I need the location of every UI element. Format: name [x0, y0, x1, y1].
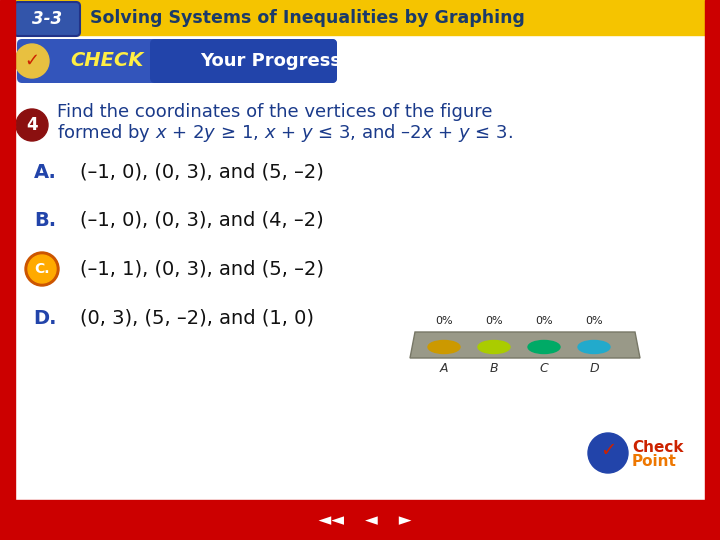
Text: (0, 3), (5, –2), and (1, 0): (0, 3), (5, –2), and (1, 0) [80, 308, 314, 327]
Text: 0%: 0% [535, 316, 553, 326]
FancyBboxPatch shape [14, 2, 80, 36]
FancyBboxPatch shape [150, 39, 337, 83]
Text: C: C [539, 362, 549, 375]
Bar [705, 0, 720, 540]
Bar [15, 35, 705, 500]
Text: Your Progress: Your Progress [200, 52, 341, 70]
Text: (–1, 0), (0, 3), and (5, –2): (–1, 0), (0, 3), and (5, –2) [80, 163, 324, 181]
Text: 0%: 0% [435, 316, 453, 326]
Ellipse shape [428, 341, 460, 354]
Text: Solving Systems of Inequalities by Graphing: Solving Systems of Inequalities by Graph… [90, 9, 525, 27]
Text: A: A [440, 362, 449, 375]
Circle shape [15, 44, 49, 78]
Ellipse shape [528, 341, 560, 354]
Text: ✓: ✓ [24, 52, 40, 70]
Text: Check: Check [632, 441, 683, 456]
Text: 3-3: 3-3 [32, 10, 62, 28]
Text: ✓: ✓ [600, 442, 616, 461]
Text: 0%: 0% [485, 316, 503, 326]
Circle shape [28, 255, 56, 283]
Text: CHECK: CHECK [70, 51, 143, 71]
Text: B.: B. [34, 211, 56, 229]
Bar [15, 0, 705, 35]
Text: 4: 4 [26, 116, 38, 134]
FancyBboxPatch shape [17, 39, 337, 83]
Ellipse shape [478, 341, 510, 354]
Text: D.: D. [33, 308, 57, 327]
Bar [0, 0, 15, 540]
Ellipse shape [578, 341, 610, 354]
Text: (–1, 0), (0, 3), and (4, –2): (–1, 0), (0, 3), and (4, –2) [80, 211, 324, 229]
Text: B: B [490, 362, 498, 375]
Text: D: D [589, 362, 599, 375]
Text: C.: C. [35, 262, 50, 276]
Text: (–1, 1), (0, 3), and (5, –2): (–1, 1), (0, 3), and (5, –2) [80, 260, 324, 279]
Circle shape [16, 109, 48, 141]
Text: A.: A. [34, 163, 56, 181]
Text: 0%: 0% [585, 316, 603, 326]
Polygon shape [410, 332, 640, 358]
Text: formed by $x$ + 2$y$ ≥ 1, $x$ + $y$ ≤ 3, and –2$x$ + $y$ ≤ 3.: formed by $x$ + 2$y$ ≥ 1, $x$ + $y$ ≤ 3,… [57, 122, 513, 144]
Circle shape [588, 433, 628, 473]
Bar [0, 500, 720, 540]
Text: Find the coordinates of the vertices of the figure: Find the coordinates of the vertices of … [57, 103, 492, 121]
Text: Point: Point [632, 454, 677, 469]
Text: ◄◄    ◄    ►: ◄◄ ◄ ► [308, 511, 412, 529]
Circle shape [25, 252, 59, 286]
